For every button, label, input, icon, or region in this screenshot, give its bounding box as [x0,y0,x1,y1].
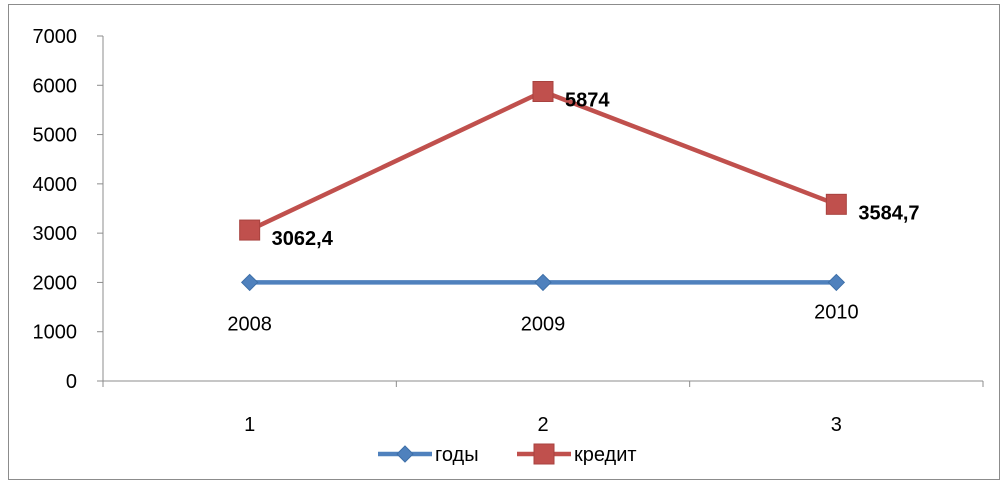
x-tick-label: 3 [831,414,842,436]
y-axis: 0 1000 2000 3000 4000 5000 6000 7000 [33,26,104,393]
y-tick-label: 2000 [33,272,78,294]
legend-label: кредит [574,444,637,466]
legend-item-years: годы [378,444,479,466]
data-label: 3062,4 [272,228,334,250]
y-tick-label: 4000 [33,174,78,196]
y-tick-label: 5000 [33,125,78,147]
x-tick-label: 1 [244,414,255,436]
y-tick-label: 7000 [33,26,78,48]
series-years: 2008 2009 2010 [227,273,859,335]
y-tick-label: 0 [66,371,77,393]
data-label: 2008 [227,313,272,335]
data-label: 3584,7 [858,202,919,224]
data-label: 2009 [521,313,566,335]
y-tick-label: 6000 [33,75,78,97]
data-point [239,219,261,241]
data-point [534,273,552,292]
legend-item-credit: кредит [517,443,637,466]
data-point [532,80,554,102]
data-point [827,273,846,292]
series-line [248,89,838,233]
series-layer: 2008 2009 2010 3062,4 5874 3584,7 [227,80,920,335]
data-point [240,273,259,292]
legend: годы кредит [378,443,637,466]
data-point [825,193,847,215]
y-tick-label: 3000 [33,223,78,245]
x-axis: 1 2 3 [102,380,984,436]
legend-label: годы [435,444,479,466]
legend-swatch-marker [533,443,555,465]
x-tick-label: 2 [537,414,548,436]
y-tick-label: 1000 [33,322,78,344]
legend-swatch-marker [396,445,414,463]
chart-frame [8,4,1000,480]
series-credit: 3062,4 5874 3584,7 [239,80,920,250]
data-label: 5874 [565,89,610,111]
data-label: 2010 [814,301,859,323]
